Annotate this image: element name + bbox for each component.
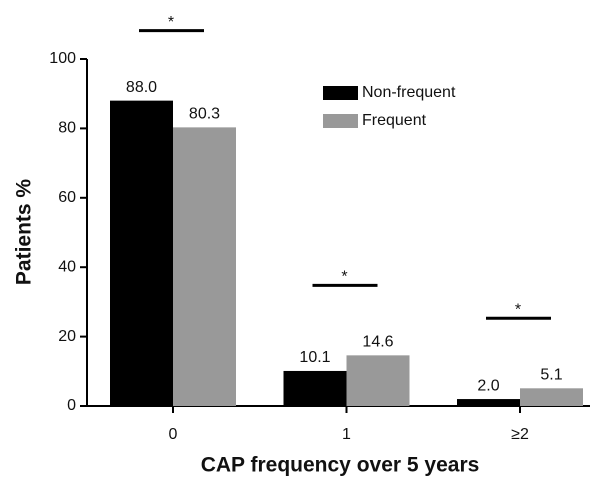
legend-swatch: [323, 86, 358, 100]
y-tick-label: 100: [49, 50, 76, 67]
value-label: 88.0: [126, 79, 157, 96]
x-tick-label: 1: [342, 426, 351, 443]
y-tick-label: 20: [58, 328, 76, 345]
y-tick-label: 80: [58, 120, 76, 137]
legend-label: Frequent: [362, 112, 427, 129]
value-label: 10.1: [299, 349, 330, 366]
bar: [520, 388, 583, 406]
legend-swatch: [323, 114, 358, 128]
value-label: 2.0: [477, 377, 499, 394]
x-tick-label: ≥2: [511, 426, 529, 443]
significance-mark: *: [515, 302, 521, 319]
y-tick-label: 60: [58, 189, 76, 206]
bar: [283, 370, 347, 406]
value-label: 80.3: [189, 106, 220, 123]
y-tick-label: 0: [67, 397, 76, 414]
value-label: 14.6: [362, 334, 393, 351]
bar: [173, 127, 236, 406]
bar: [110, 100, 173, 406]
x-axis-title: CAP frequency over 5 years: [201, 454, 480, 477]
legend-label: Non-frequent: [362, 84, 456, 101]
significance-mark: *: [168, 14, 174, 31]
significance-mark: *: [341, 269, 347, 286]
x-tick-label: 0: [169, 426, 178, 443]
value-label: 5.1: [540, 367, 562, 384]
bar: [457, 399, 520, 406]
y-axis-title: Patients %: [13, 179, 36, 286]
bar: [346, 355, 410, 406]
y-tick-label: 40: [58, 258, 76, 275]
